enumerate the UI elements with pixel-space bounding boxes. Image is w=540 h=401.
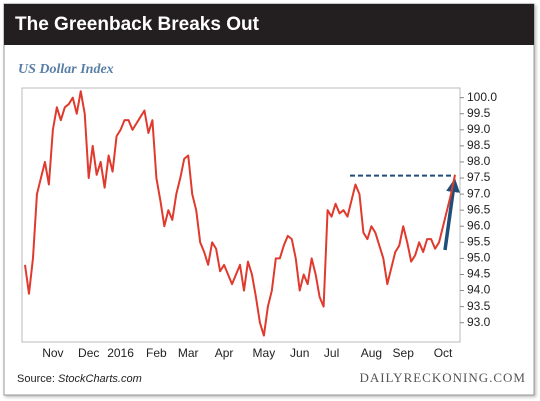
- y-tick-label: 98.0: [467, 154, 491, 168]
- y-tick-label: 93.5: [467, 299, 491, 313]
- x-tick-label: Oct: [434, 346, 453, 360]
- x-tick-label: Apr: [215, 346, 234, 360]
- y-tick-label: 99.5: [467, 106, 491, 120]
- x-tick-label: Aug: [361, 346, 382, 360]
- y-tick-label: 95.0: [467, 251, 491, 265]
- y-tick-label: 99.0: [467, 122, 491, 136]
- x-tick-label: May: [253, 346, 276, 360]
- breakout-arrow: [443, 178, 460, 251]
- y-tick-label: 96.0: [467, 218, 491, 232]
- x-tick-label: Sep: [393, 346, 415, 360]
- y-tick-label: 98.5: [467, 138, 491, 152]
- x-tick-label: Dec: [78, 346, 99, 360]
- chart-subtitle: US Dollar Index: [18, 62, 114, 77]
- x-tick-label: Mar: [178, 346, 199, 360]
- x-tick-label: Jun: [290, 346, 309, 360]
- plot-frame: [21, 87, 461, 343]
- y-tick-label: 97.0: [467, 186, 491, 200]
- y-tick-label: 97.5: [467, 170, 491, 184]
- credit: DAILYRECKONING.COM: [359, 370, 526, 385]
- y-tick-label: 96.5: [467, 202, 491, 216]
- source: Source: StockCharts.com: [17, 373, 142, 385]
- x-tick-label: Jul: [324, 346, 339, 360]
- y-tick-label: 94.5: [467, 267, 491, 281]
- y-tick-label: 95.5: [467, 235, 491, 249]
- line: [24, 90, 456, 337]
- y-tick-label: 93.0: [467, 315, 491, 329]
- x-tick-label: Feb: [146, 346, 167, 360]
- frame: [3, 3, 535, 396]
- y-tick-label: 100.0: [467, 90, 497, 104]
- source-name: StockCharts.com: [58, 373, 142, 385]
- chart-title: The Greenback Breaks Out: [15, 14, 260, 35]
- y-tick-label: 94.0: [467, 283, 491, 297]
- x-tick-label: Nov: [42, 346, 63, 360]
- source-label: Source:: [17, 373, 55, 385]
- x-tick-label: 2016: [107, 346, 134, 360]
- title-bar: [4, 4, 534, 45]
